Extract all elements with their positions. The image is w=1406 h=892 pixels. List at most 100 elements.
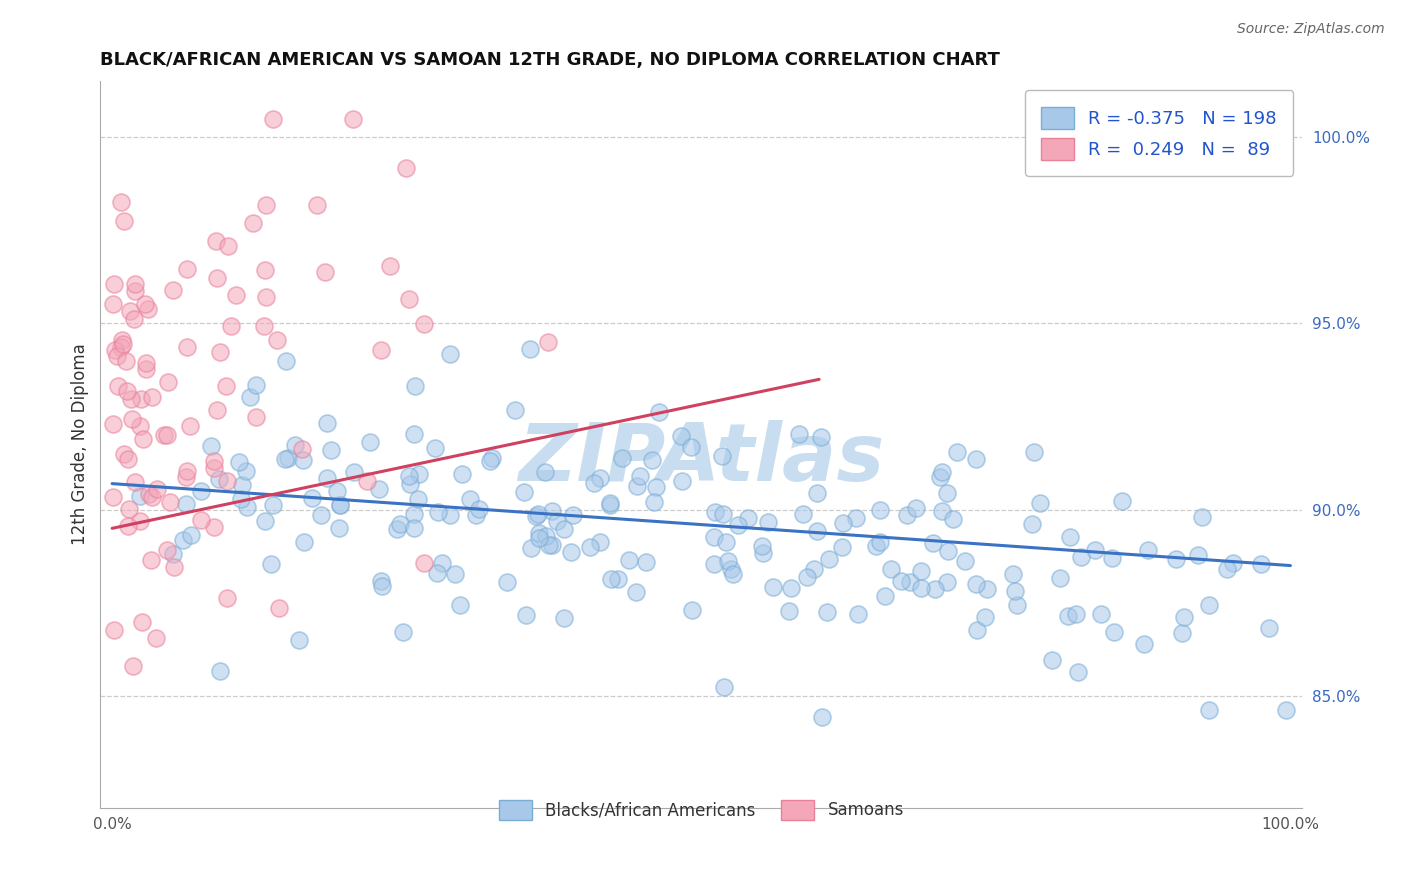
Point [599,498,621,512]
Point [205,271,228,285]
Point [721,567,744,582]
Point [104,343,127,358]
Point [628,469,651,483]
Point [450,467,472,482]
Point [1040,653,1063,667]
Y-axis label: 12th Grade, No Diploma: 12th Grade, No Diploma [72,343,89,545]
Point [314,265,336,279]
Point [200,439,222,453]
Point [103,624,125,638]
Point [316,471,339,485]
Point [329,498,352,512]
Point [131,615,153,629]
Point [524,508,547,523]
Point [288,633,311,648]
Point [356,475,378,489]
Point [641,453,664,467]
Point [703,557,725,571]
Point [810,430,832,444]
Point [398,469,420,483]
Point [176,497,198,511]
Point [751,539,773,553]
Point [103,277,125,291]
Point [758,515,780,529]
Point [710,450,733,464]
Point [406,492,429,507]
Point [703,530,725,544]
Point [291,453,314,467]
Point [846,607,869,622]
Point [624,585,647,599]
Point [387,522,409,536]
Point [679,440,702,454]
Point [1070,549,1092,564]
Point [1191,510,1213,524]
Point [444,566,467,581]
Point [114,447,136,461]
Point [479,454,502,468]
Point [254,290,277,304]
Point [681,603,703,617]
Point [717,554,740,568]
Point [513,484,536,499]
Point [103,491,125,505]
Point [176,464,198,478]
Point [780,581,803,595]
Point [704,505,727,519]
Point [404,521,426,535]
Point [394,161,416,176]
Point [515,608,537,623]
Point [942,512,965,526]
Point [1173,609,1195,624]
Point [205,403,228,417]
Point [1215,562,1237,576]
Point [370,343,392,357]
Point [540,503,562,517]
Point [388,517,411,532]
Point [1090,607,1112,621]
Point [720,562,742,576]
Point [110,195,132,210]
Point [936,544,959,558]
Point [228,455,250,469]
Point [966,623,988,637]
Point [534,528,557,542]
Point [1198,598,1220,612]
Point [1198,703,1220,717]
Point [371,578,394,592]
Point [537,538,560,552]
Point [141,553,163,567]
Point [648,405,671,419]
Point [231,478,253,492]
Point [578,541,600,555]
Point [935,574,957,589]
Point [1084,543,1107,558]
Point [869,534,891,549]
Point [845,511,868,525]
Point [370,574,392,588]
Point [1029,496,1052,510]
Point [245,409,267,424]
Point [890,574,912,589]
Point [792,507,814,521]
Point [1057,608,1080,623]
Point [606,573,628,587]
Point [156,543,179,558]
Point [540,538,562,552]
Point [124,277,146,292]
Point [423,442,446,456]
Point [617,553,640,567]
Point [121,658,143,673]
Point [426,566,449,580]
Point [138,487,160,501]
Point [1132,637,1154,651]
Point [599,496,621,510]
Point [129,392,152,406]
Point [328,521,350,535]
Point [806,524,828,538]
Point [803,561,825,575]
Point [716,535,738,549]
Point [180,528,202,542]
Point [873,589,896,603]
Point [520,541,543,556]
